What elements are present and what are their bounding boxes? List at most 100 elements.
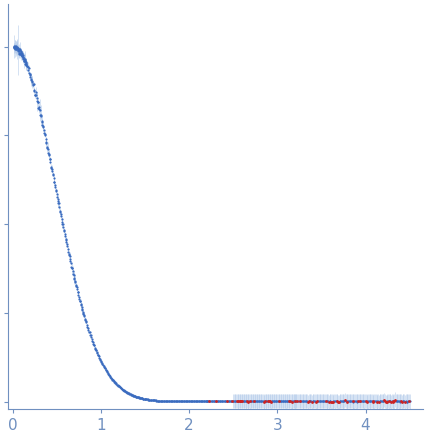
Point: [125, 390, 132, 397]
Point: [40, 129, 47, 136]
Point: [174, 398, 181, 405]
Point: [33, 92, 40, 99]
Point: [176, 398, 182, 405]
Point: [302, 398, 308, 405]
Point: [161, 398, 168, 405]
Point: [292, 398, 299, 405]
Point: [11, 44, 17, 51]
Point: [114, 382, 121, 388]
Point: [149, 397, 155, 404]
Point: [79, 309, 86, 316]
Point: [376, 398, 383, 405]
Point: [65, 248, 72, 255]
Point: [60, 223, 66, 230]
Point: [337, 398, 344, 405]
Point: [389, 397, 396, 404]
Point: [231, 398, 238, 405]
Point: [137, 395, 144, 402]
Point: [14, 45, 20, 52]
Point: [91, 344, 98, 351]
Point: [65, 250, 72, 257]
Point: [354, 398, 361, 405]
Point: [285, 398, 292, 405]
Point: [132, 393, 139, 400]
Point: [348, 398, 354, 405]
Point: [111, 379, 118, 386]
Point: [259, 398, 266, 405]
Point: [276, 398, 283, 405]
Point: [58, 213, 64, 220]
Point: [303, 398, 310, 405]
Point: [91, 342, 98, 349]
Point: [24, 64, 31, 71]
Point: [242, 398, 249, 405]
Point: [118, 385, 125, 392]
Point: [133, 394, 140, 401]
Point: [66, 253, 73, 260]
Point: [17, 46, 23, 53]
Point: [13, 44, 20, 51]
Point: [389, 399, 395, 406]
Point: [115, 383, 122, 390]
Point: [361, 398, 368, 405]
Point: [135, 394, 142, 401]
Point: [256, 398, 262, 405]
Point: [347, 398, 354, 405]
Point: [141, 395, 148, 402]
Point: [222, 398, 229, 405]
Point: [402, 398, 409, 405]
Point: [374, 399, 381, 406]
Point: [343, 398, 350, 405]
Point: [224, 398, 231, 405]
Point: [108, 375, 115, 382]
Point: [13, 44, 20, 51]
Point: [173, 398, 179, 405]
Point: [106, 373, 113, 380]
Point: [59, 221, 66, 228]
Point: [20, 55, 27, 62]
Point: [16, 49, 23, 56]
Point: [74, 286, 81, 293]
Point: [308, 398, 315, 405]
Point: [231, 398, 238, 405]
Point: [160, 398, 167, 405]
Point: [288, 398, 295, 405]
Point: [203, 398, 210, 405]
Point: [170, 398, 177, 405]
Point: [78, 303, 85, 310]
Point: [34, 98, 40, 105]
Point: [121, 387, 127, 394]
Point: [135, 394, 141, 401]
Point: [244, 398, 250, 405]
Point: [221, 398, 228, 405]
Point: [146, 396, 153, 403]
Point: [111, 378, 118, 385]
Point: [197, 398, 204, 405]
Point: [197, 398, 204, 405]
Point: [75, 289, 81, 296]
Point: [163, 398, 170, 405]
Point: [223, 398, 230, 405]
Point: [76, 297, 83, 304]
Point: [49, 170, 56, 177]
Point: [201, 398, 208, 405]
Point: [13, 45, 20, 52]
Point: [17, 49, 23, 56]
Point: [10, 45, 17, 52]
Point: [178, 398, 185, 405]
Point: [235, 398, 242, 405]
Point: [97, 356, 104, 363]
Point: [25, 67, 32, 74]
Point: [72, 283, 79, 290]
Point: [220, 398, 227, 405]
Point: [393, 398, 400, 405]
Point: [342, 398, 348, 405]
Point: [204, 398, 211, 405]
Point: [236, 398, 242, 405]
Point: [21, 55, 28, 62]
Point: [134, 394, 141, 401]
Point: [331, 398, 337, 405]
Point: [75, 294, 82, 301]
Point: [129, 392, 135, 399]
Point: [381, 398, 388, 405]
